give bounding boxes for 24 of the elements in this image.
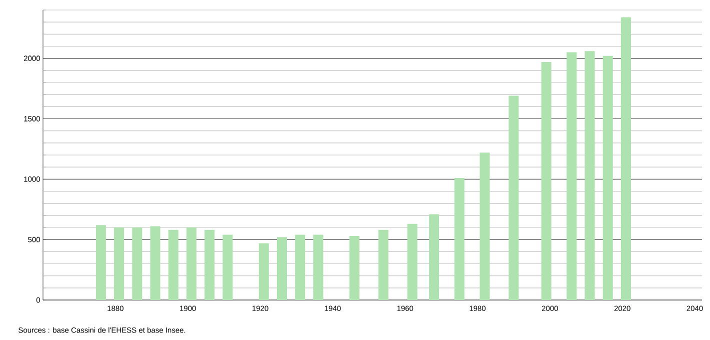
bar	[132, 228, 142, 300]
bar	[584, 51, 595, 300]
bar	[168, 230, 178, 300]
bar	[620, 17, 631, 300]
bar	[508, 96, 519, 300]
bar	[429, 214, 440, 300]
bar	[96, 225, 106, 300]
bar	[150, 226, 160, 300]
bar	[258, 243, 269, 300]
bar	[222, 234, 233, 300]
bar	[541, 62, 552, 300]
bar	[407, 224, 418, 300]
bar	[204, 230, 215, 300]
bar	[480, 152, 490, 300]
bar	[114, 228, 124, 300]
bar	[313, 234, 324, 300]
bar	[566, 52, 577, 300]
bar	[186, 228, 196, 300]
bar	[295, 234, 306, 300]
bar	[349, 236, 360, 300]
bar	[454, 178, 464, 300]
bar	[276, 237, 287, 300]
bar	[378, 230, 388, 300]
bar	[602, 56, 613, 300]
